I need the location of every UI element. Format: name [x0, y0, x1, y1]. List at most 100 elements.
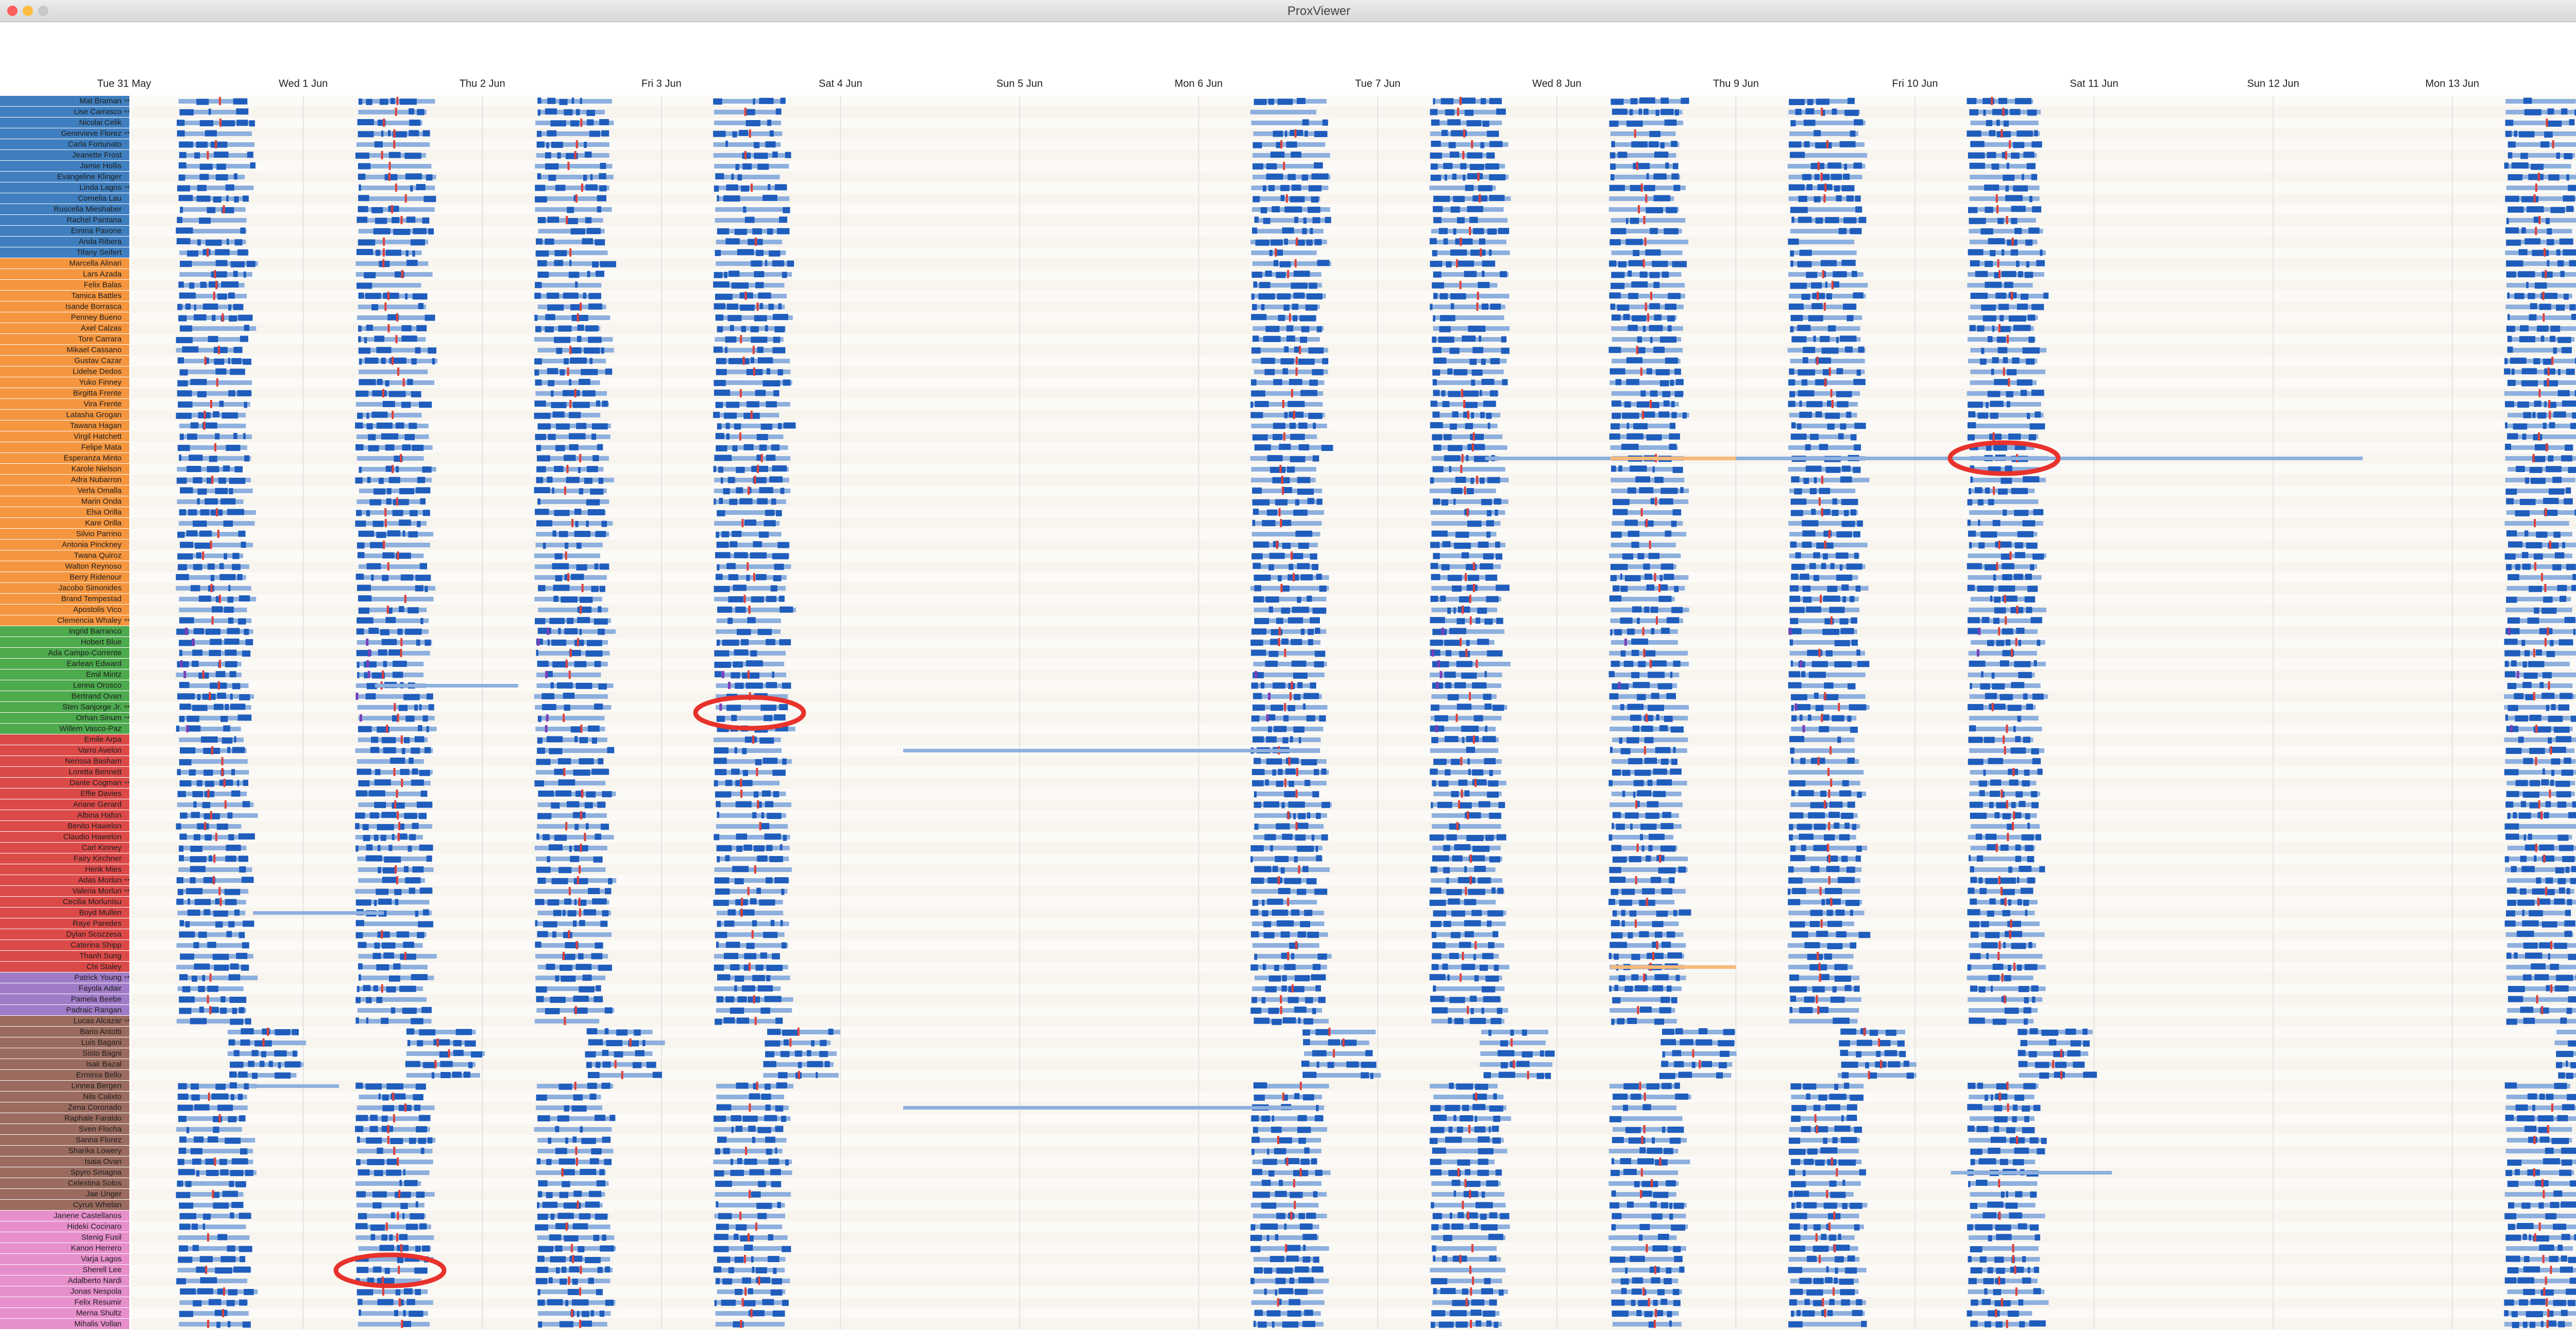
contact-segment: [420, 618, 423, 625]
contact-segment: [1842, 465, 1851, 472]
contact-highlight: [567, 367, 569, 376]
contact-segment: [1806, 401, 1823, 408]
contact-segment: [1431, 574, 1440, 580]
contact-segment: [180, 747, 196, 754]
session-bar: [1250, 402, 1323, 407]
contact-segment: [1680, 487, 1684, 494]
contact-segment: [750, 357, 755, 364]
contact-highlight: [1996, 205, 1999, 213]
contact-segment: [767, 228, 773, 235]
contact-segment: [1850, 228, 1862, 234]
contact-segment: [1836, 574, 1853, 581]
contact-segment: [2562, 400, 2576, 407]
contact-segment: [1808, 672, 1826, 678]
contact-highlight: [1998, 324, 2001, 332]
session-bar: [714, 272, 792, 277]
contact-segment: [2015, 855, 2021, 862]
contact-highlight: [578, 898, 581, 906]
contact-segment: [736, 629, 751, 635]
person-name: Lise Carrasco: [74, 107, 122, 116]
contact-segment: [2028, 942, 2032, 948]
contact-segment: [1251, 314, 1267, 321]
contact-segment: [564, 628, 578, 634]
contact-segment: [2551, 704, 2556, 711]
contact-highlight: [1293, 411, 1295, 419]
contact-segment: [2505, 801, 2514, 808]
session-bar: [1609, 380, 1684, 385]
contact-segment: [1495, 509, 1498, 516]
contact-segment: [2015, 260, 2020, 267]
contact-segment: [589, 130, 600, 137]
contact-segment: [775, 108, 782, 115]
contact-segment: [757, 357, 773, 364]
contact-segment: [2018, 271, 2023, 278]
contact-highlight: [1464, 487, 1466, 495]
contact-segment: [1661, 942, 1671, 948]
minimize-button[interactable]: [23, 6, 33, 16]
contact-highlight: [221, 757, 224, 765]
row-stripe: [131, 713, 2576, 724]
session-bar: [1612, 911, 1691, 915]
contact-segment: [411, 1018, 423, 1025]
contact-segment: [403, 694, 420, 700]
session-bar: [355, 391, 421, 396]
contact-segment: [193, 801, 197, 808]
contact-segment: [1493, 931, 1499, 937]
contact-segment: [1430, 422, 1443, 429]
session-bar: [535, 705, 612, 710]
contact-highlight: [2013, 811, 2015, 819]
person-name: Axel Calzas: [81, 324, 122, 332]
day-label: Mon 6 Jun: [1175, 78, 1223, 89]
row-stripe: [131, 172, 2576, 182]
contact-segment: [2008, 899, 2011, 906]
contact-segment: [714, 780, 718, 786]
contact-segment: [1622, 791, 1625, 797]
contact-segment: [1458, 877, 1476, 883]
contact-segment: [355, 997, 361, 1003]
session-bar: [1970, 142, 2042, 147]
contact-highlight: [2008, 378, 2010, 387]
contact-segment: [1438, 337, 1454, 343]
contact-segment: [1501, 347, 1510, 354]
contact-segment: [1442, 963, 1448, 970]
contact-segment: [1611, 228, 1626, 234]
zoom-button[interactable]: [38, 6, 48, 16]
contact-segment: [1825, 281, 1827, 288]
contact-segment: [358, 206, 368, 212]
contact-segment: [1815, 357, 1832, 364]
close-button[interactable]: [7, 6, 18, 16]
contact-segment: [1617, 304, 1630, 311]
contact-segment: [591, 953, 603, 960]
person-name: Raye Paredes: [73, 919, 122, 928]
contact-segment: [177, 445, 190, 451]
contact-segment: [1252, 196, 1260, 203]
contact-segment: [358, 595, 372, 602]
contact-segment: [1636, 401, 1650, 408]
contact-segment: [724, 272, 727, 278]
contact-segment: [2560, 271, 2565, 277]
row-stripe: [131, 1276, 2576, 1286]
contact-segment: [1983, 769, 1986, 776]
contact-segment: [1631, 953, 1640, 960]
row-stripe: [131, 323, 2576, 334]
contact-segment: [406, 260, 418, 266]
session-bar: [1430, 770, 1501, 775]
contact-highlight: [384, 508, 387, 516]
contact-segment: [1430, 866, 1437, 873]
person-name: Mikael Cassano: [66, 345, 122, 354]
contact-segment: [1432, 347, 1442, 354]
contact-segment: [1294, 216, 1298, 223]
contact-segment: [534, 369, 539, 376]
contact-segment: [1291, 282, 1308, 289]
contact-segment: [1821, 563, 1826, 569]
session-bar: [1430, 867, 1496, 872]
session-bar: [358, 348, 437, 353]
contact-segment: [579, 379, 590, 385]
contact-segment: [1669, 877, 1675, 884]
contact-segment: [1834, 823, 1840, 829]
person-name: Lucas Alcazar: [74, 1016, 122, 1025]
contact-segment: [601, 347, 604, 354]
contact-highlight: [398, 822, 400, 830]
contact-segment: [355, 422, 363, 429]
contact-segment: [732, 866, 749, 873]
